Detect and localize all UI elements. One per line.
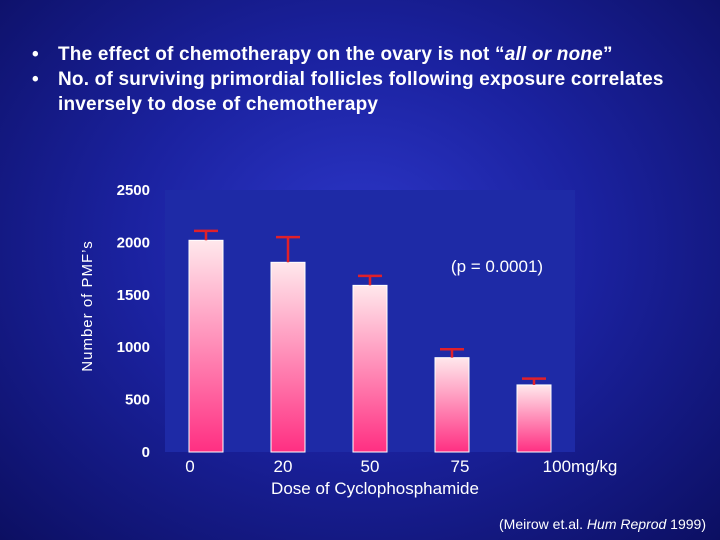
error-bar: [522, 377, 546, 385]
bullet-list: • The effect of chemotherapy on the ovar…: [32, 42, 712, 117]
x-category-label: 100mg/kg: [543, 457, 618, 476]
x-axis-categories: 0 20 50 75 100mg/kg: [185, 457, 617, 476]
error-bar: [276, 235, 300, 263]
bullet-item-1: • The effect of chemotherapy on the ovar…: [32, 42, 712, 67]
x-axis-title: Dose of Cyclophosphamide: [271, 479, 479, 498]
bullet-1-part-3: ”: [602, 44, 613, 65]
bars: [188, 239, 552, 453]
bar: [516, 384, 552, 453]
y-axis-ticks: 0 500 1000 1500 2000 2500: [117, 182, 150, 461]
bullet-1-italic-phrase: all or none: [504, 44, 603, 65]
bullet-dot: •: [32, 44, 39, 65]
p-value-annotation: (p = 0.0001): [451, 257, 543, 276]
bar: [188, 239, 224, 453]
bar: [270, 261, 306, 453]
citation-journal: Hum Reprod: [586, 516, 667, 532]
y-tick-label: 500: [125, 392, 150, 409]
y-axis-title: Number of PMF’s: [79, 240, 96, 371]
citation-suffix: 1999): [666, 516, 706, 532]
error-bar: [194, 229, 218, 241]
error-bars: [194, 229, 546, 385]
x-category-label: 50: [361, 457, 380, 476]
bullet-dot: •: [32, 69, 39, 90]
x-category-label: 75: [451, 457, 470, 476]
x-category-label: 0: [185, 457, 194, 476]
bullet-text-1: The effect of chemotherapy on the ovary …: [58, 42, 712, 67]
x-category-label: 20: [274, 457, 293, 476]
bar: [434, 357, 470, 453]
bullet-1-part-1: The effect of chemotherapy on the ovary …: [58, 44, 505, 65]
bar: [352, 284, 388, 453]
y-tick-label: 1000: [117, 339, 150, 356]
y-tick-label: 2000: [117, 234, 150, 251]
citation-prefix: (Meirow et.al.: [499, 516, 587, 532]
y-tick-label: 1500: [117, 287, 150, 304]
error-bar: [440, 348, 464, 358]
bullet-item-2: • No. of surviving primordial follicles …: [32, 67, 712, 117]
error-bar: [358, 274, 382, 286]
y-tick-label: 0: [142, 444, 150, 461]
bullet-text-2: No. of surviving primordial follicles fo…: [58, 69, 664, 115]
citation: (Meirow et.al. Hum Reprod 1999): [499, 516, 706, 532]
y-tick-label: 2500: [117, 182, 150, 199]
